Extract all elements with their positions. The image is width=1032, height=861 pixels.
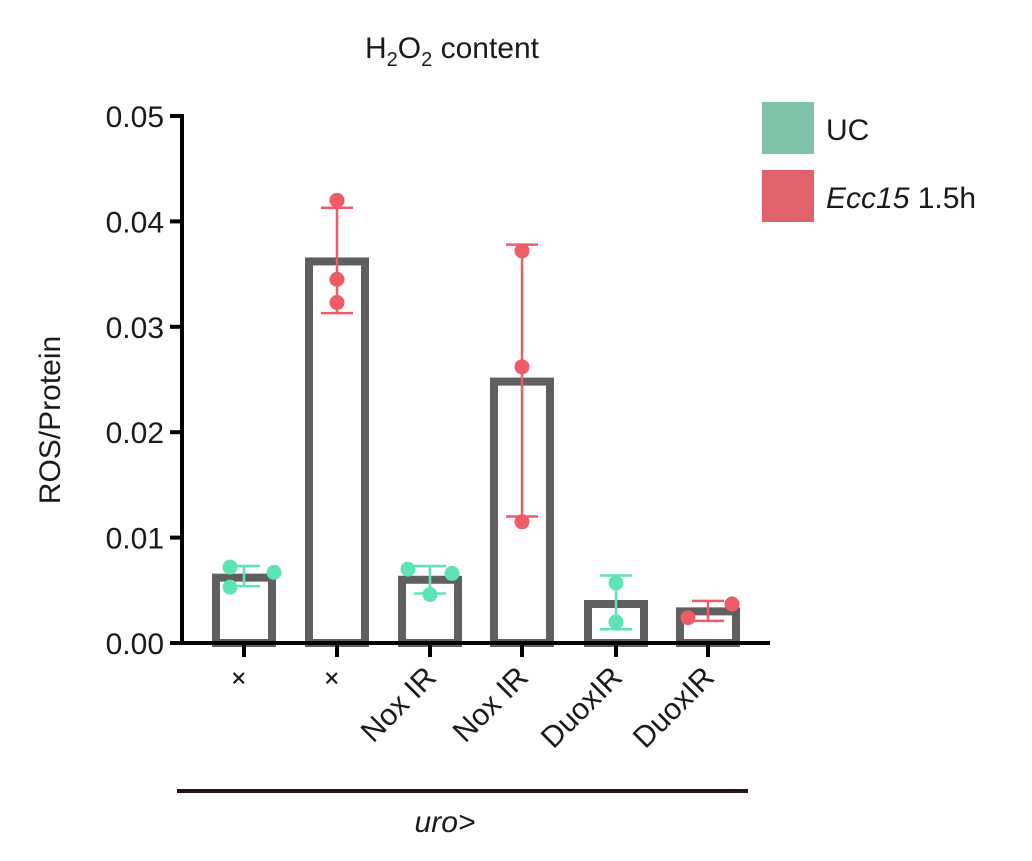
data-point [222,579,238,595]
axes: 0.00 0.01 0.02 0.03 0.04 0.05 [106,101,770,661]
legend-label-italic: Ecc15 [826,182,910,215]
data-point [514,359,530,375]
x-tick-label: DuoxIR [627,661,721,755]
data-point [608,575,624,591]
data-point [266,564,282,580]
data-point [608,614,624,630]
y-tick-label: 0.01 [106,523,164,556]
data-point [422,587,438,603]
x-tick-label: + [314,661,350,697]
data-point [724,596,740,612]
chart-title-part: H [365,32,387,65]
y-tick-label: 0.00 [106,628,164,661]
points-layer [222,192,740,630]
y-tick-label: 0.02 [106,417,164,450]
x-tick-label: Nox IR [447,661,535,749]
chart-title-part: content [432,32,539,65]
data-point [222,559,238,575]
data-point [329,271,345,287]
x-tick-label: + [221,661,257,697]
data-point [329,295,345,311]
data-point [680,610,696,626]
legend-swatch [762,170,814,222]
legend-label-text: 1.5h [909,182,976,215]
legend-label: UC [826,114,869,147]
legend-swatch [762,102,814,154]
chart-title-part: 2 [387,49,398,71]
legend: UC Ecc15 1.5h [762,102,976,222]
bars-layer [212,257,740,648]
group-label: uro> [415,806,476,839]
data-point [514,243,530,259]
y-tick-label: 0.03 [106,312,164,345]
legend-label-text: UC [826,114,869,147]
y-tick-label: 0.04 [106,206,164,239]
y-tick-label: 0.05 [106,101,164,134]
x-tick-label: DuoxIR [535,661,629,755]
legend-label: Ecc15 1.5h [826,182,976,215]
data-point [329,192,345,208]
data-point [514,514,530,530]
chart-title: H2O2 content [365,32,540,71]
data-point [400,561,416,577]
error-bars-layer [228,206,724,631]
data-point [444,565,460,581]
chart-title-part: 2 [421,49,432,71]
x-tick-label: Nox IR [355,661,443,749]
bar [305,257,369,647]
chart-title-part: O [398,32,421,65]
y-axis-label: ROS/Protein [34,336,67,504]
